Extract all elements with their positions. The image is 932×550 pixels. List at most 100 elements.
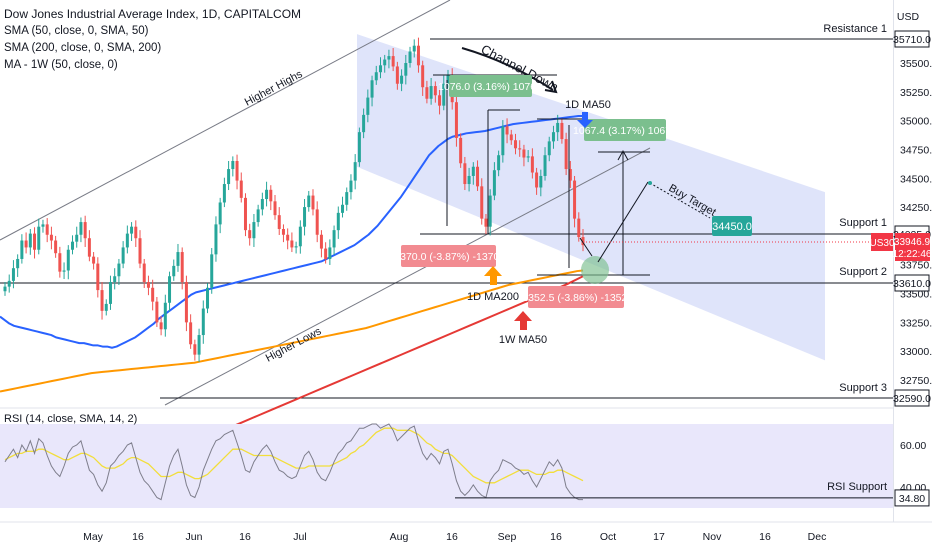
candle[interactable] bbox=[71, 235, 75, 255]
rsi-legend[interactable]: RSI (14, close, SMA, 14, 2) bbox=[4, 413, 138, 425]
candle[interactable] bbox=[62, 262, 66, 280]
candle[interactable] bbox=[577, 212, 581, 242]
candle[interactable] bbox=[505, 118, 509, 144]
candle[interactable] bbox=[463, 156, 467, 191]
candle[interactable] bbox=[298, 220, 302, 254]
candle[interactable] bbox=[108, 275, 112, 310]
candle[interactable] bbox=[151, 279, 155, 311]
candle[interactable] bbox=[328, 239, 332, 265]
candle[interactable] bbox=[497, 150, 501, 177]
candle[interactable] bbox=[311, 189, 315, 216]
candle[interactable] bbox=[332, 225, 336, 255]
candle[interactable] bbox=[387, 49, 391, 69]
candle[interactable] bbox=[395, 61, 399, 90]
candle[interactable] bbox=[421, 60, 425, 96]
candle[interactable] bbox=[33, 227, 37, 259]
candle[interactable] bbox=[539, 169, 543, 197]
candle[interactable] bbox=[349, 174, 353, 200]
candle[interactable] bbox=[197, 328, 201, 363]
candlesticks[interactable] bbox=[3, 37, 585, 363]
candle[interactable] bbox=[146, 275, 150, 296]
candle[interactable] bbox=[227, 160, 231, 191]
candle[interactable] bbox=[248, 223, 252, 246]
candle[interactable] bbox=[484, 214, 488, 235]
candle[interactable] bbox=[290, 232, 294, 253]
candle[interactable] bbox=[243, 193, 247, 237]
candle[interactable] bbox=[11, 260, 15, 289]
candle[interactable] bbox=[7, 274, 11, 293]
candle[interactable] bbox=[252, 214, 256, 247]
price-axis[interactable]: USD 35500.00 35250.00 35000.00 34750.00 34500… bbox=[869, 11, 932, 387]
candle[interactable] bbox=[113, 268, 117, 290]
candle[interactable] bbox=[509, 129, 513, 145]
candle[interactable] bbox=[206, 283, 210, 314]
candle[interactable] bbox=[362, 108, 366, 139]
candle[interactable] bbox=[256, 204, 260, 227]
candle[interactable] bbox=[117, 258, 121, 286]
candle[interactable] bbox=[442, 75, 446, 111]
candle[interactable] bbox=[501, 120, 505, 163]
candle[interactable] bbox=[471, 162, 475, 185]
candle[interactable] bbox=[564, 132, 568, 176]
candle[interactable] bbox=[87, 230, 91, 262]
candle[interactable] bbox=[239, 172, 243, 203]
candle[interactable] bbox=[535, 167, 539, 195]
candle[interactable] bbox=[429, 77, 433, 105]
candle[interactable] bbox=[83, 215, 87, 247]
candle[interactable] bbox=[184, 275, 188, 332]
candle[interactable] bbox=[345, 187, 349, 211]
candle[interactable] bbox=[383, 54, 387, 73]
candle[interactable] bbox=[370, 75, 374, 107]
candle[interactable] bbox=[522, 144, 526, 167]
candle[interactable] bbox=[92, 252, 96, 270]
candle[interactable] bbox=[547, 136, 551, 162]
candle[interactable] bbox=[433, 81, 437, 103]
candle[interactable] bbox=[454, 94, 458, 147]
candle[interactable] bbox=[459, 133, 463, 168]
candle[interactable] bbox=[513, 133, 517, 155]
candle[interactable] bbox=[551, 125, 555, 149]
candle[interactable] bbox=[492, 162, 496, 201]
candle[interactable] bbox=[315, 201, 319, 243]
candle[interactable] bbox=[530, 148, 534, 179]
candle[interactable] bbox=[3, 282, 7, 296]
candle[interactable] bbox=[201, 300, 205, 344]
candle[interactable] bbox=[366, 89, 370, 123]
candle[interactable] bbox=[121, 241, 125, 269]
candle[interactable] bbox=[260, 192, 264, 216]
candle[interactable] bbox=[130, 222, 134, 241]
candle[interactable] bbox=[265, 181, 269, 207]
candle[interactable] bbox=[16, 254, 20, 277]
candle[interactable] bbox=[58, 246, 62, 278]
time-axis[interactable]: May 16 Jun 16 Jul Aug 16 Sep 16 Oct 17 Nov 16 Dec bbox=[83, 531, 826, 543]
candle[interactable] bbox=[100, 282, 104, 320]
candle[interactable] bbox=[138, 230, 142, 269]
candle[interactable] bbox=[269, 185, 273, 211]
candle[interactable] bbox=[155, 297, 159, 327]
candle[interactable] bbox=[281, 224, 285, 243]
candle[interactable] bbox=[75, 226, 79, 248]
candle[interactable] bbox=[416, 37, 420, 73]
candle[interactable] bbox=[49, 226, 53, 250]
candle[interactable] bbox=[231, 156, 235, 177]
candle[interactable] bbox=[28, 228, 32, 255]
candle[interactable] bbox=[357, 127, 361, 167]
candle[interactable] bbox=[24, 232, 28, 254]
candle[interactable] bbox=[210, 248, 214, 294]
candle[interactable] bbox=[294, 241, 298, 254]
candle[interactable] bbox=[374, 65, 378, 85]
candle[interactable] bbox=[37, 218, 41, 255]
candle[interactable] bbox=[307, 190, 311, 212]
candle[interactable] bbox=[391, 48, 395, 72]
candle[interactable] bbox=[277, 207, 281, 235]
candle[interactable] bbox=[180, 247, 184, 290]
candle[interactable] bbox=[20, 234, 24, 264]
candle[interactable] bbox=[168, 271, 172, 312]
candle[interactable] bbox=[142, 258, 146, 289]
candle[interactable] bbox=[319, 230, 323, 258]
candle[interactable] bbox=[543, 147, 547, 181]
candle[interactable] bbox=[480, 178, 484, 225]
candle[interactable] bbox=[341, 196, 345, 218]
candle[interactable] bbox=[96, 257, 100, 298]
candle[interactable] bbox=[235, 154, 239, 190]
